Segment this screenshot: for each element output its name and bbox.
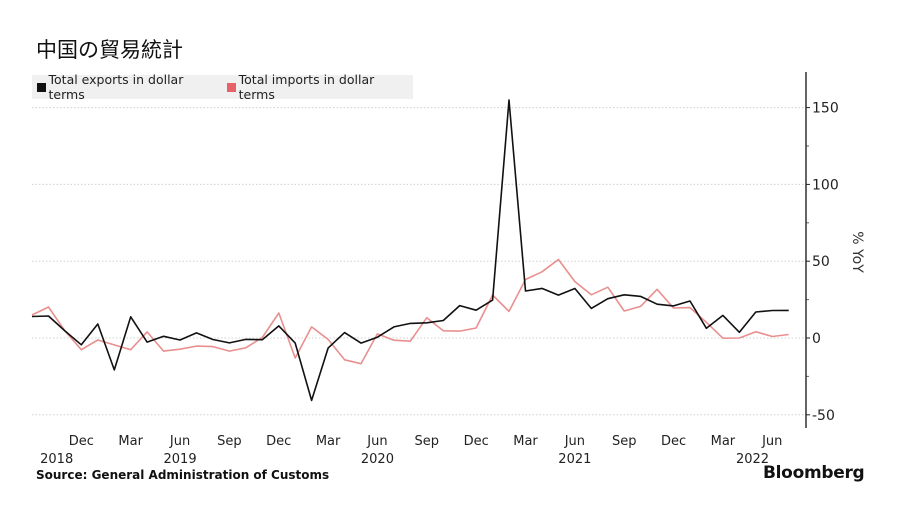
x-tick-label: Jun: [761, 434, 782, 449]
y-axis-label: % YoY: [849, 231, 865, 273]
series-line-exports: [31, 99, 789, 402]
x-tick-label: Jun: [169, 434, 190, 449]
legend-swatch-imports: [227, 82, 236, 92]
y-axis: 150 100 50 0 -50: [805, 72, 839, 428]
x-tick-label: Jun: [366, 434, 387, 449]
x-tick-label: Dec: [464, 434, 489, 449]
y-tick-label: 150: [812, 101, 839, 117]
x-tick-label: Sep: [217, 434, 242, 449]
x-tick-label: Mar: [711, 434, 736, 449]
x-year-label: 2018: [40, 452, 73, 467]
x-tick-label: Sep: [612, 434, 637, 449]
legend: Total exports in dollar terms Total impo…: [32, 72, 413, 102]
y-tick-label: 0: [812, 331, 821, 347]
legend-label-exports: Total exports in dollar terms: [48, 72, 184, 102]
legend-item-imports[interactable]: Total imports in dollar terms: [227, 72, 405, 102]
x-tick-label: Mar: [513, 434, 538, 449]
x-year-label: 2022: [736, 452, 769, 467]
y-tick-label: -50: [812, 408, 835, 424]
y-tick-label: 50: [812, 254, 830, 270]
legend-swatch-exports: [37, 82, 46, 92]
y-tick-label: 100: [812, 177, 839, 193]
legend-label-imports: Total imports in dollar terms: [238, 72, 375, 102]
chart-title: 中国の貿易統計: [36, 38, 183, 62]
x-tick-label: Jun: [564, 434, 585, 449]
gridlines: [32, 107, 806, 416]
x-tick-label: Mar: [118, 434, 143, 449]
x-tick-label: Mar: [316, 434, 341, 449]
data-points: [31, 100, 789, 401]
brand-logo: Bloomberg: [763, 463, 865, 483]
x-year-label: 2019: [164, 452, 197, 467]
legend-item-exports[interactable]: Total exports in dollar terms: [37, 72, 214, 102]
x-tick-label: Sep: [415, 434, 440, 449]
x-year-label: 2021: [558, 452, 591, 467]
source-note: Source: General Administration of Custom…: [36, 468, 330, 482]
x-axis: Dec Mar Jun Sep Dec Mar Jun Sep Dec Mar Jun Sep Dec M…: [40, 434, 782, 467]
x-year-label: 2020: [361, 452, 394, 467]
x-tick-label: Dec: [69, 434, 94, 449]
series-line-imports: [31, 258, 789, 365]
x-tick-label: Dec: [661, 434, 686, 449]
x-tick-label: Dec: [266, 434, 291, 449]
